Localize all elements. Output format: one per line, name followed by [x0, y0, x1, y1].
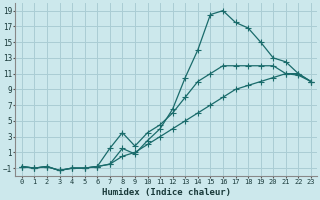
X-axis label: Humidex (Indice chaleur): Humidex (Indice chaleur) [102, 188, 231, 197]
